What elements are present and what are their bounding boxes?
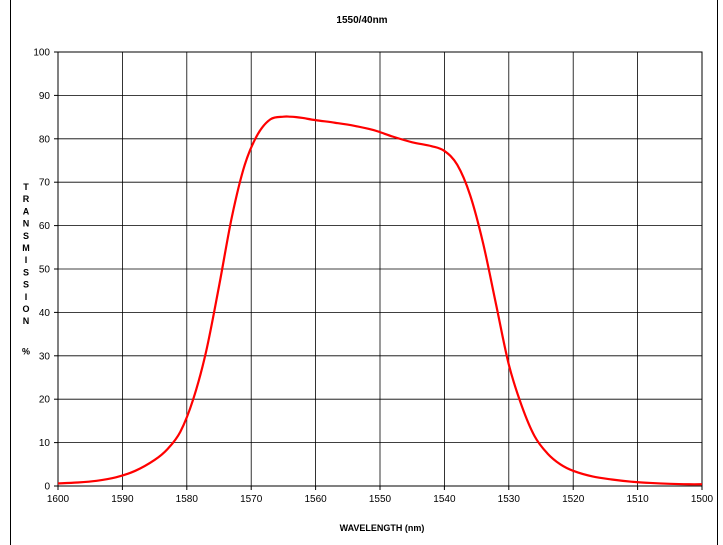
x-tick-label: 1580 xyxy=(176,494,199,505)
x-axis-title: WAVELENGTH (nm) xyxy=(340,523,425,533)
x-tick-label: 1500 xyxy=(691,494,714,505)
x-tick-label: 1520 xyxy=(562,494,585,505)
transmission-curve xyxy=(57,115,703,486)
y-tick-label: 0 xyxy=(44,482,50,493)
y-axis-title: T R A N S M I S S I O N% xyxy=(22,182,30,356)
y-tick-label: 50 xyxy=(39,265,51,276)
y-tick-label: 20 xyxy=(39,395,51,406)
x-tick-label: 1570 xyxy=(240,494,263,505)
y-tick-label: 10 xyxy=(39,438,51,449)
grid xyxy=(57,51,703,487)
x-tick-label: 1540 xyxy=(433,494,456,505)
x-tick-label: 1560 xyxy=(304,494,327,505)
y-tick-label: 40 xyxy=(39,308,51,319)
y-tick-label: 90 xyxy=(39,91,51,102)
x-tick-label: 1550 xyxy=(369,494,392,505)
x-tick-label: 1510 xyxy=(626,494,649,505)
y-tick-label: 70 xyxy=(39,178,51,189)
chart-frame: 1550/40nm 1600 1590 1580 1570 1560 1550 1540 15… xyxy=(10,0,718,545)
y-tick-label: 30 xyxy=(39,351,51,362)
y-axis-ticks: 0 10 20 30 40 50 60 70 80 90 100 xyxy=(33,48,58,493)
y-tick-label: 80 xyxy=(39,134,51,145)
y-tick-label: 60 xyxy=(39,221,51,232)
x-tick-label: 1590 xyxy=(111,494,134,505)
chart-title: 1550/40nm xyxy=(336,15,387,26)
y-tick-label: 100 xyxy=(33,48,50,59)
x-tick-label: 1530 xyxy=(498,494,521,505)
x-axis-ticks: 1600 1590 1580 1570 1560 1550 1540 1530 1520 1510… xyxy=(47,486,714,505)
transmission-chart: 1550/40nm 1600 1590 1580 1570 1560 1550 1540 15… xyxy=(22,15,714,533)
x-tick-label: 1600 xyxy=(47,494,70,505)
